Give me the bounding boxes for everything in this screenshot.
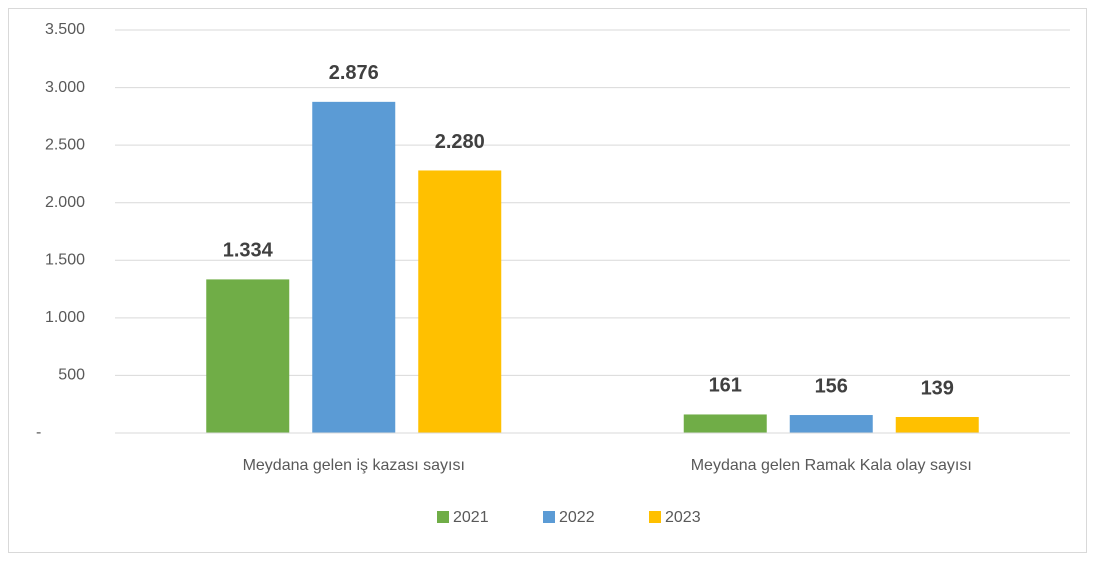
legend-swatch — [437, 511, 449, 523]
x-tick-label: Meydana gelen iş kazası sayısı — [243, 457, 465, 474]
value-label: 161 — [709, 375, 742, 397]
y-tick-label: 3.000 — [45, 79, 85, 96]
value-label: 2.876 — [329, 62, 379, 84]
bar — [312, 101, 396, 433]
y-tick-label: 1.000 — [45, 309, 85, 326]
y-tick-label: 3.500 — [45, 21, 85, 38]
bar — [895, 416, 979, 433]
y-tick-label: - — [36, 424, 41, 441]
legend-label: 2021 — [453, 509, 489, 526]
value-label: 2.280 — [435, 131, 485, 153]
value-label: 1.334 — [223, 240, 274, 262]
legend-swatch — [649, 511, 661, 523]
legend-label: 2022 — [559, 509, 595, 526]
legend-swatch — [543, 511, 555, 523]
bar — [418, 170, 502, 433]
y-tick-label: 1.500 — [45, 252, 85, 269]
y-tick-label: 2.000 — [45, 194, 85, 211]
bar — [683, 414, 767, 433]
y-tick-label: 500 — [58, 367, 85, 384]
bar — [789, 415, 873, 433]
legend-label: 2023 — [665, 509, 701, 526]
value-label: 139 — [921, 377, 954, 399]
y-tick-label: 2.500 — [45, 136, 85, 153]
x-tick-label: Meydana gelen Ramak Kala olay sayısı — [691, 457, 972, 474]
chart-border — [8, 8, 1087, 553]
value-label: 156 — [815, 375, 848, 397]
bar — [206, 279, 290, 433]
